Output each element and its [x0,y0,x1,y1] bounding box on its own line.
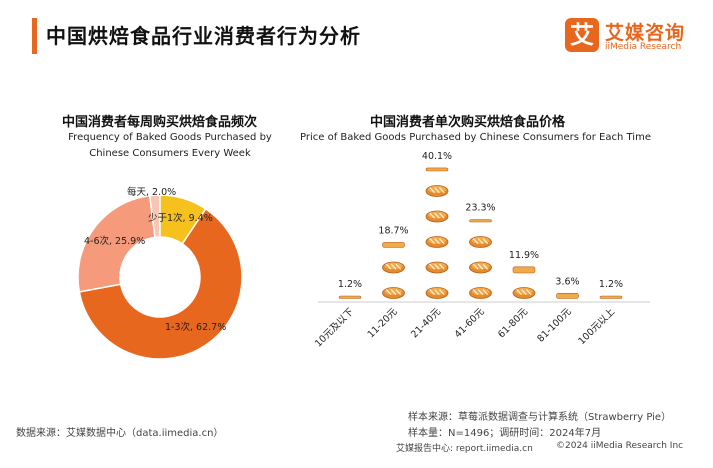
bar-2-bread-icon-4 [425,185,449,197]
report-site: 艾媒报告中心: report.iimedia.cn [396,444,533,454]
bar-2-bread-icon-4-score-0 [429,187,435,193]
bar-1-bread-icon-1-score-2 [395,263,401,270]
bar-1-partial-bread-icon [382,242,405,248]
bar-4-bread-icon-0-score-0 [516,289,522,295]
bar-3-bread-icon-0-score-1 [477,289,484,295]
bar-value-label-4: 11.9% [509,250,539,261]
bar-1-bread-icon-0-score-0 [386,289,392,295]
bar-2-bread-icon-1-score-2 [439,263,445,270]
bar-3-bread-icon-1-score-2 [482,263,488,270]
bar-3-bread-icon-0 [469,287,492,299]
bar-1-bread-icon-1-score-1 [390,263,397,270]
bar-2-bread-icon-0-score-2 [439,289,445,295]
logo-mark-icon: 艾 [565,18,599,52]
donut-slice-label-0: 1-3次, 62.7% [165,321,226,333]
logo-name-cn: 艾媒咨询 [605,22,686,44]
donut-chart-subtitle-line2: Chinese Consumers Every Week [89,148,251,159]
bar-1-bread-icon-0-score-1 [390,289,397,295]
bar-category-label-1: 11-20元 [366,306,400,340]
bar-5-partial-bread-icon [556,292,579,299]
donut-slice-label-3: 少于1次, 9.4% [148,212,213,224]
donut-slice-0 [78,207,243,360]
bar-3-bread-icon-1 [469,261,492,274]
brand-logo: 艾 艾媒咨询 iiMedia Research [565,18,695,58]
bar-3-bread-icon-2-score-0 [473,238,479,244]
bar-category-label-2: 21-40元 [409,306,443,340]
copyright: ©2024 iiMedia Research Inc [556,441,684,451]
bar-2-partial-bread-icon [425,167,449,172]
bar-2-bread-icon-2-score-1 [434,238,440,244]
bar-3-bread-icon-0-score-0 [473,289,479,295]
donut-slice-label-2: 每天, 2.0% [127,186,176,198]
bar-category-label-0: 10元及以下 [313,306,356,349]
bar-2-bread-icon-2 [425,236,449,248]
bar-2-bread-icon-0-score-0 [429,289,435,295]
bar-2-bread-icon-1 [425,261,449,274]
bar-3-bread-icon-1-score-0 [473,263,479,270]
bar-4-bread-icon-0 [512,287,536,299]
bar-value-label-1: 18.7% [378,225,408,236]
bar-4-bread-icon-0-score-2 [526,289,532,295]
bar-chart-subtitle: Price of Baked Goods Purchased by Chines… [300,132,651,143]
donut-chart-title: 中国消费者每周购买烘焙食品频次 [62,115,258,130]
bar-category-label-4: 61-80元 [496,306,530,340]
bar-3-bread-icon-0-score-2 [482,289,488,295]
bar-2-bread-icon-2-score-2 [439,238,445,244]
bar-1-bread-icon-1-score-0 [386,263,392,270]
bar-category-label-6: 100元以上 [576,306,617,347]
donut-slice-label-1: 4-6次, 25.9% [84,235,145,247]
bar-value-label-5: 3.6% [555,276,579,287]
bar-category-label-3: 41-60元 [453,306,487,340]
bar-4-partial-bread-icon [512,266,536,274]
bar-1-bread-icon-1 [382,261,405,274]
bar-value-label-3: 23.3% [465,203,495,214]
bar-1-bread-icon-0-score-2 [395,289,401,295]
bar-chart-title: 中国消费者单次购买烘焙食品价格 [370,115,566,130]
bar-2-bread-icon-3-score-1 [434,212,440,219]
bar-0-partial-bread-icon [338,295,362,299]
page-title: 中国烘焙食品行业消费者行为分析 [46,24,361,48]
bar-4-bread-icon-0-score-1 [521,289,527,295]
bar-3-bread-icon-2-score-1 [477,238,484,244]
bar-1-bread-icon-0 [382,287,405,299]
bar-value-label-2: 40.1% [422,151,452,162]
bar-2-bread-icon-3-score-2 [439,212,445,219]
logo-name-en: iiMedia Research [605,42,682,52]
bar-value-label-6: 1.2% [599,279,623,290]
bar-3-partial-bread-icon [469,219,492,223]
sample-source: 样本来源：草莓派数据调查与计算系统（Strawberry Pie） [408,412,672,423]
bar-2-bread-icon-1-score-0 [429,263,435,270]
bar-2-bread-icon-4-score-1 [434,187,440,193]
donut-chart-subtitle-line1: Frequency of Baked Goods Purchased by [68,132,272,143]
donut-slice-1 [77,194,156,293]
bar-category-label-5: 81-100元 [535,306,574,345]
bar-3-bread-icon-1-score-1 [477,263,484,270]
bar-2-bread-icon-3-score-0 [429,212,435,219]
bar-2-bread-icon-0-score-1 [434,289,440,295]
bar-2-bread-icon-2-score-0 [429,238,435,244]
donut-slice-3 [159,194,207,245]
bar-2-bread-icon-3 [425,210,449,223]
title-accent-bar [32,18,37,54]
bar-2-bread-icon-4-score-2 [439,187,445,193]
bar-value-label-0: 1.2% [338,279,362,290]
bar-6-partial-bread-icon [599,295,623,299]
bar-3-bread-icon-2 [469,236,492,248]
bar-3-bread-icon-2-score-2 [482,238,488,244]
data-source: 数据来源：艾媒数据中心（data.iimedia.cn） [16,428,224,439]
sample-info: 样本量：N=1496；调研时间：2024年7月 [408,428,602,439]
bar-2-bread-icon-0 [425,287,449,299]
bar-2-bread-icon-1-score-1 [434,263,440,270]
